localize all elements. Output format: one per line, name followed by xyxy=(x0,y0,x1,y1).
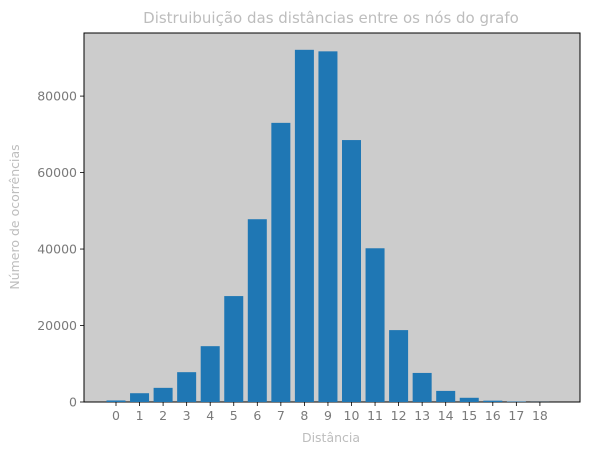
x-tick-label: 8 xyxy=(300,408,308,423)
x-tick-label: 15 xyxy=(461,408,477,423)
bar-12 xyxy=(389,330,409,402)
x-tick-label: 5 xyxy=(230,408,238,423)
x-tick-label: 6 xyxy=(253,408,261,423)
x-tick-label: 13 xyxy=(414,408,430,423)
x-tick-label: 17 xyxy=(508,408,524,423)
y-tick-label: 80000 xyxy=(37,89,77,104)
x-tick-label: 4 xyxy=(206,408,214,423)
y-axis: 0 20000 40000 60000 80000 xyxy=(37,89,84,410)
bar-11 xyxy=(365,248,385,402)
bar-10 xyxy=(342,140,361,402)
chart-title: Distruibuição das distâncias entre os nó… xyxy=(143,9,519,27)
bar-1 xyxy=(130,393,150,402)
y-tick-label: 60000 xyxy=(37,165,77,180)
y-tick-label: 0 xyxy=(69,395,77,410)
bar-5 xyxy=(224,296,244,402)
bar-4 xyxy=(200,346,220,402)
x-tick-label: 10 xyxy=(344,408,360,423)
x-tick-label: 0 xyxy=(112,408,120,423)
y-tick-label: 20000 xyxy=(37,318,77,333)
x-tick-label: 11 xyxy=(367,408,383,423)
y-axis-label: Número de ocorrências xyxy=(7,144,22,289)
x-axis-label: Distância xyxy=(302,430,360,445)
y-tick-label: 40000 xyxy=(37,242,77,257)
bar-15 xyxy=(459,397,479,402)
bar-16 xyxy=(483,400,503,402)
bar-2 xyxy=(153,387,173,402)
x-tick-label: 16 xyxy=(485,408,501,423)
x-tick-label: 18 xyxy=(532,408,548,423)
x-tick-label: 12 xyxy=(391,408,407,423)
bar-13 xyxy=(412,372,432,402)
bar-3 xyxy=(177,372,197,402)
x-axis: 0 1 2 3 4 5 6 7 8 9 10 11 12 13 14 15 16 17 18 xyxy=(112,402,548,423)
x-tick-label: 3 xyxy=(183,408,191,423)
bar-14 xyxy=(436,390,456,402)
x-tick-label: 14 xyxy=(438,408,454,423)
bar-9 xyxy=(318,51,338,402)
x-tick-label: 2 xyxy=(159,408,167,423)
bar-0 xyxy=(106,400,126,402)
x-tick-label: 9 xyxy=(324,408,332,423)
bars-group xyxy=(106,49,550,403)
x-tick-label: 7 xyxy=(277,408,285,423)
bar-6 xyxy=(247,219,267,402)
x-tick-label: 1 xyxy=(136,408,144,423)
bar-7 xyxy=(271,122,291,403)
bar-8 xyxy=(294,49,314,402)
